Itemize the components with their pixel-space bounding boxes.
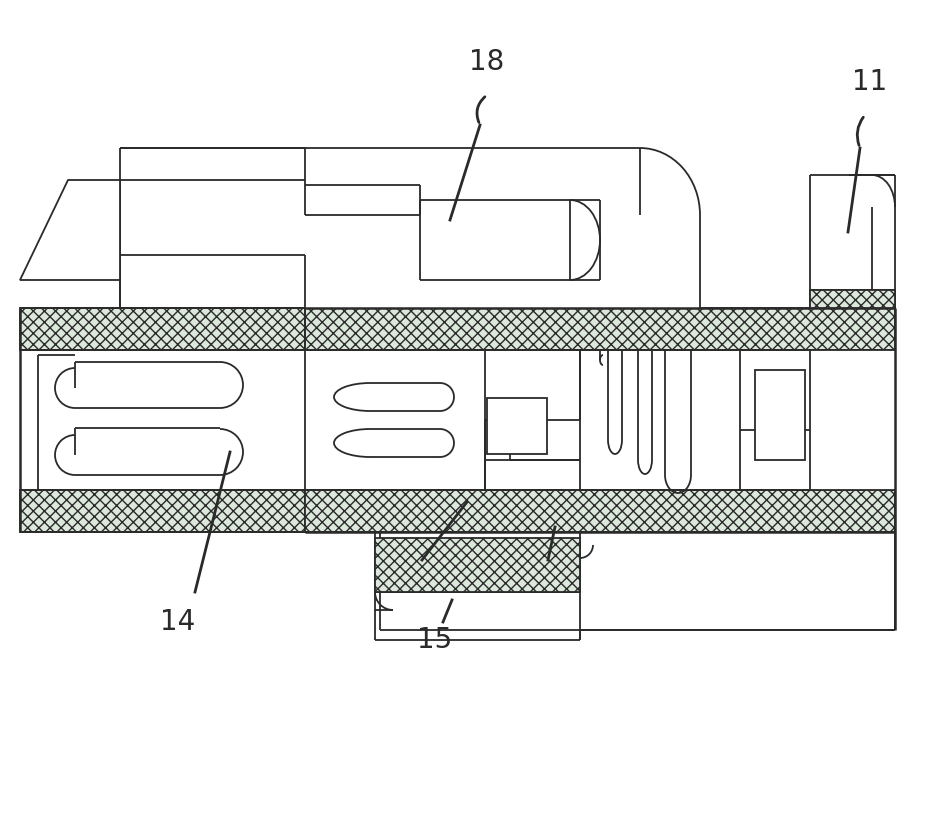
Bar	[305, 308, 894, 350]
Bar	[120, 148, 809, 308]
Text: 13: 13	[384, 564, 419, 592]
Bar	[20, 350, 894, 490]
Text: 15: 15	[417, 626, 452, 654]
Text: 17: 17	[527, 564, 562, 592]
Bar	[809, 290, 894, 308]
Bar	[487, 398, 546, 454]
Bar	[375, 538, 579, 592]
Bar	[305, 490, 894, 532]
Text: 14: 14	[160, 608, 196, 636]
Text: 11: 11	[852, 68, 886, 96]
Text: 18: 18	[469, 48, 504, 76]
Polygon shape	[20, 180, 120, 280]
Bar	[755, 370, 804, 460]
Bar	[20, 308, 305, 350]
Bar	[20, 490, 305, 532]
